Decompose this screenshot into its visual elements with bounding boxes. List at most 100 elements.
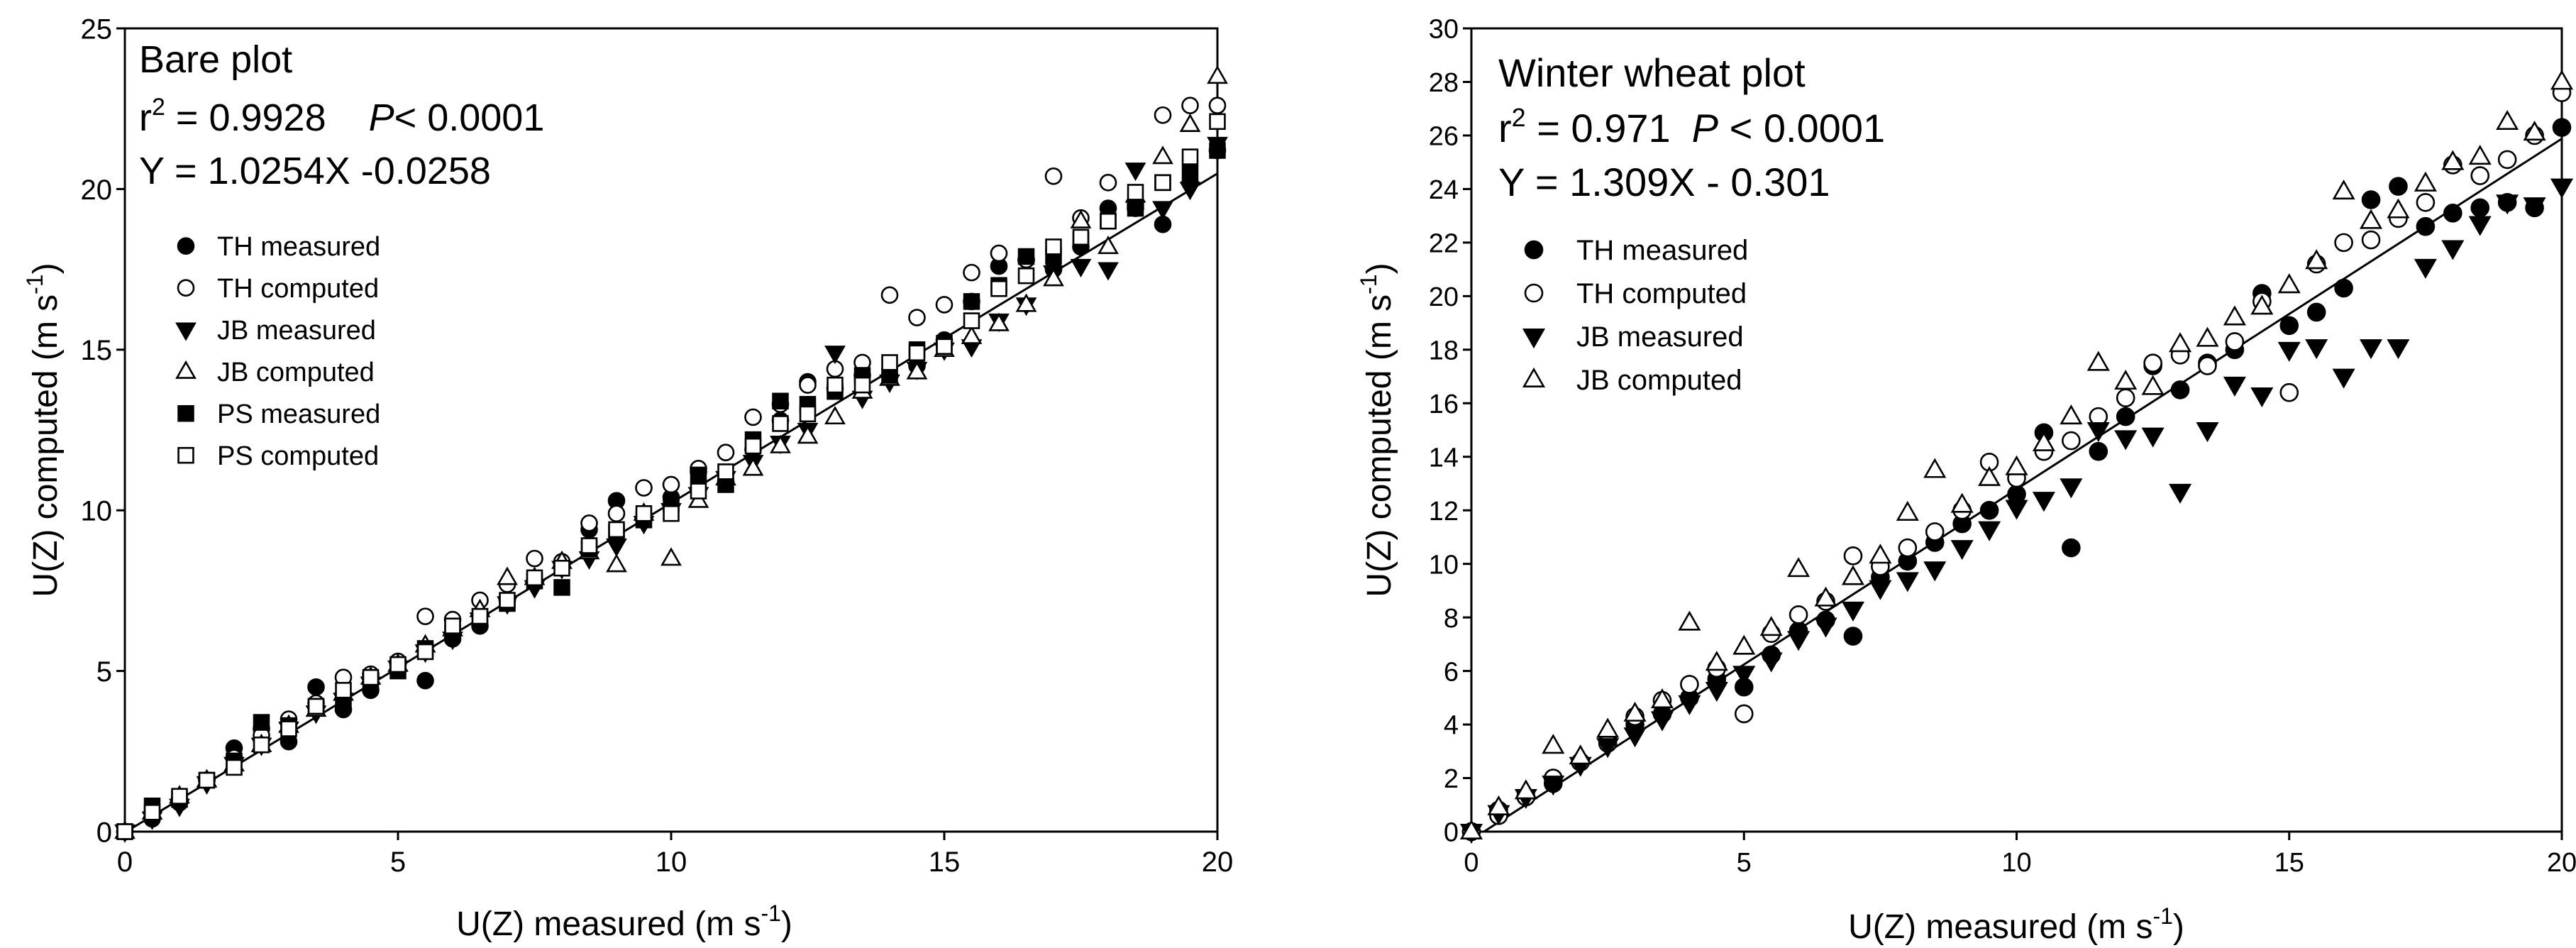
data-point bbox=[1650, 711, 1674, 732]
x-tick-label: 15 bbox=[2274, 848, 2304, 878]
data-point bbox=[1017, 248, 1035, 265]
data-point bbox=[1680, 675, 1699, 694]
x-tick-label: 5 bbox=[1737, 848, 1752, 878]
data-point bbox=[1869, 580, 1892, 600]
x-tick-label: 20 bbox=[1202, 847, 1234, 878]
data-point bbox=[824, 346, 846, 365]
data-point bbox=[799, 376, 817, 394]
data-point bbox=[1925, 522, 1945, 541]
y-tick-label: 8 bbox=[1444, 604, 1459, 634]
data-point bbox=[2116, 388, 2135, 408]
data-point bbox=[1923, 458, 1947, 478]
data-point bbox=[1978, 521, 2001, 541]
x-axis-label: U(Z) measured (m s-1) bbox=[456, 900, 792, 943]
y-label-end: ) bbox=[27, 263, 65, 274]
data-point bbox=[961, 325, 983, 344]
y-label-sup: -1 bbox=[22, 274, 48, 294]
data-point bbox=[2170, 380, 2190, 399]
data-point bbox=[1154, 106, 1172, 124]
y-tick-label: 2 bbox=[1444, 764, 1459, 794]
y-tick-label: 20 bbox=[1429, 282, 1459, 312]
data-point bbox=[827, 376, 844, 394]
y-label-end: ) bbox=[1361, 263, 1398, 274]
data-point bbox=[1127, 199, 1144, 217]
x-label-end: ) bbox=[2173, 908, 2184, 946]
data-point bbox=[1843, 627, 1863, 646]
data-point bbox=[1124, 162, 1146, 182]
data-point bbox=[1596, 717, 1620, 738]
data-point bbox=[1705, 651, 1728, 671]
data-point bbox=[1732, 666, 1756, 686]
data-point bbox=[2359, 209, 2383, 229]
data-point bbox=[853, 376, 871, 394]
data-point bbox=[1070, 209, 1092, 228]
data-point bbox=[772, 392, 789, 409]
data-point bbox=[1950, 492, 1974, 513]
data-point bbox=[2305, 339, 2328, 360]
data-point bbox=[988, 312, 1010, 331]
data-point bbox=[963, 312, 980, 329]
y-tick-label: 15 bbox=[81, 335, 113, 366]
y-tick-label: 12 bbox=[1429, 497, 1459, 527]
r-superscript: 2 bbox=[152, 94, 165, 121]
x-tick-label: 15 bbox=[929, 847, 961, 878]
data-point bbox=[171, 788, 188, 805]
data-point bbox=[1152, 201, 1173, 220]
y-tick-label: 0 bbox=[96, 817, 112, 848]
legend-marker bbox=[1522, 367, 1546, 387]
data-point bbox=[1787, 557, 1811, 578]
data-point bbox=[2497, 150, 2517, 170]
data-point bbox=[2470, 166, 2490, 185]
data-point bbox=[2416, 216, 2436, 236]
data-point bbox=[2496, 109, 2519, 131]
data-point bbox=[2332, 180, 2355, 200]
data-point bbox=[2550, 178, 2574, 199]
data-point bbox=[2225, 332, 2245, 351]
legend-label: TH measured bbox=[217, 232, 380, 262]
data-point bbox=[116, 823, 133, 840]
data-point bbox=[1705, 682, 1728, 702]
r-label: r bbox=[139, 97, 152, 139]
data-point bbox=[2306, 302, 2326, 322]
data-point bbox=[2089, 441, 2108, 461]
data-point bbox=[1181, 165, 1199, 182]
data-point bbox=[2334, 233, 2353, 253]
y-tick-label: 16 bbox=[1429, 390, 1459, 419]
data-point bbox=[663, 505, 680, 522]
data-point bbox=[2062, 538, 2081, 558]
data-point bbox=[607, 505, 626, 523]
x-label-sup: -1 bbox=[761, 900, 780, 926]
data-point bbox=[1179, 113, 1201, 132]
data-point bbox=[1043, 268, 1064, 287]
data-point bbox=[1678, 695, 1701, 715]
data-point bbox=[2470, 198, 2490, 218]
data-point bbox=[635, 505, 653, 522]
y-tick-label: 25 bbox=[81, 13, 113, 45]
data-point bbox=[824, 405, 846, 425]
legend-label: JB computed bbox=[1576, 365, 1742, 396]
data-point bbox=[2414, 258, 2437, 279]
data-point bbox=[580, 537, 598, 554]
data-points bbox=[114, 65, 1228, 843]
data-point bbox=[2387, 198, 2410, 219]
data-point bbox=[2250, 294, 2274, 315]
data-point bbox=[471, 607, 489, 625]
data-point bbox=[416, 671, 434, 690]
legend-item: TH measured bbox=[177, 232, 380, 262]
data-point bbox=[2062, 431, 2081, 451]
data-point bbox=[499, 592, 516, 609]
legend-item: TH computed bbox=[177, 274, 379, 304]
data-point bbox=[606, 538, 627, 557]
data-point bbox=[2387, 339, 2410, 360]
data-point bbox=[2279, 316, 2299, 336]
data-point bbox=[1181, 148, 1199, 165]
data-point bbox=[1759, 652, 1783, 673]
data-point bbox=[1898, 538, 1918, 558]
legend-marker bbox=[177, 237, 195, 255]
data-point bbox=[526, 549, 543, 568]
data-point bbox=[1789, 605, 1808, 624]
data-point bbox=[389, 656, 407, 673]
data-point bbox=[2005, 455, 2028, 475]
data-point bbox=[1127, 184, 1144, 201]
data-point bbox=[908, 309, 926, 326]
